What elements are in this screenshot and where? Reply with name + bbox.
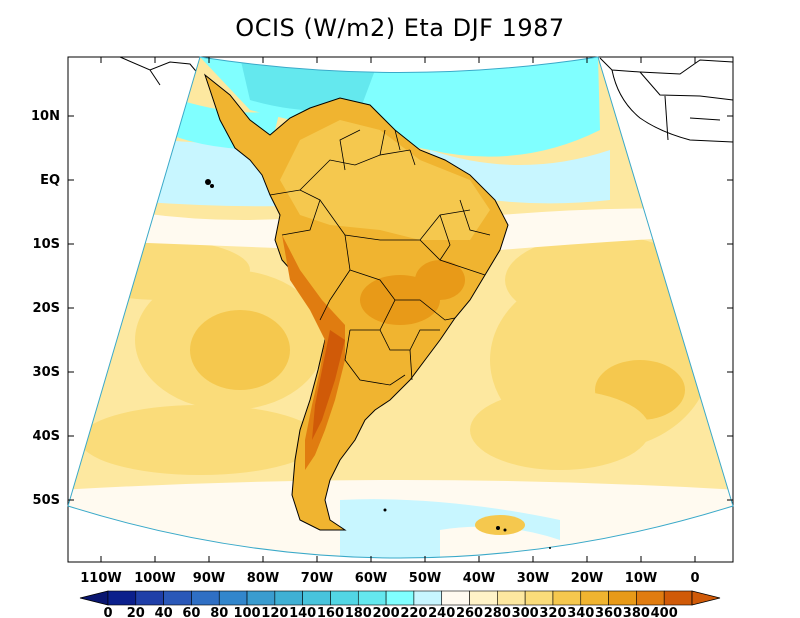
colorbar-label-18: 360 — [595, 606, 622, 618]
colorbar-label-2: 40 — [155, 606, 173, 618]
colorbar-label-3: 60 — [182, 606, 200, 618]
lon-label-7: 40W — [463, 571, 495, 586]
colorbar-label-7: 140 — [289, 606, 316, 618]
colorbar-label-11: 220 — [400, 606, 427, 618]
colorbar-bin-13 — [469, 590, 498, 606]
colorbar-bin-8 — [330, 590, 359, 606]
colorbar-bin-9 — [357, 590, 387, 606]
colorbar-label-14: 280 — [484, 606, 511, 618]
colorbar-bin-17 — [580, 590, 609, 606]
colorbar-bin-15 — [524, 590, 554, 606]
colorbar-label-9: 180 — [345, 606, 372, 618]
colorbar-low-arrow — [79, 590, 109, 606]
colorbar-bin-20 — [663, 590, 693, 606]
lat-label-4: 30S — [33, 365, 60, 380]
lon-label-8: 30W — [517, 571, 549, 586]
lon-label-0: 110W — [80, 571, 121, 586]
lat-label-5: 40S — [33, 429, 60, 444]
colorbar-bin-19 — [636, 590, 665, 606]
south-america-land — [203, 73, 509, 531]
colorbar-label-19: 380 — [623, 606, 650, 618]
lon-label-11: 0 — [690, 571, 699, 586]
colorbar-bin-12 — [441, 590, 470, 606]
lat-label-1: EQ — [40, 173, 60, 188]
colorbar-label-4: 80 — [210, 606, 228, 618]
colorbar-bin-2 — [163, 590, 192, 606]
lon-label-2: 90W — [193, 571, 225, 586]
lat-label-6: 50S — [33, 493, 60, 508]
colorbar-high-arrow — [691, 590, 721, 606]
colorbar-label-10: 200 — [373, 606, 400, 618]
colorbar-label-6: 120 — [261, 606, 288, 618]
longitude-axis: 110W 100W 90W 80W 70W 60W 50W 40W 30W 20W 10W 0 — [80, 57, 700, 586]
latitude-axis: 10N EQ 10S 20S 30S 40S 50S — [31, 109, 733, 508]
colorbar-bin-10 — [385, 590, 415, 606]
lat-label-0: 10N — [31, 109, 60, 124]
lon-label-3: 80W — [247, 571, 279, 586]
country-borders — [269, 129, 491, 386]
colorbar-label-1: 20 — [127, 606, 145, 618]
colorbar: 0 20 40 60 80 100 120 140 160 180 200 220 240 260 280 3… — [79, 590, 721, 618]
lat-label-2: 10S — [33, 237, 60, 252]
colorbar-bin-6 — [274, 590, 303, 606]
colorbar-bin-0 — [107, 590, 137, 606]
colorbar-label-20: 400 — [651, 606, 678, 618]
colorbar-bin-3 — [191, 590, 220, 606]
islands — [205, 179, 551, 549]
lon-label-4: 70W — [301, 571, 333, 586]
colorbar-bin-11 — [413, 590, 443, 606]
lon-label-9: 20W — [571, 571, 603, 586]
domain-outline — [67, 56, 734, 559]
colorbar-label-16: 320 — [539, 606, 566, 618]
colorbar-label-0: 0 — [103, 606, 112, 618]
colorbar-label-5: 100 — [233, 606, 260, 618]
colorbar-bin-18 — [608, 590, 637, 606]
colorbar-label-8: 160 — [317, 606, 344, 618]
colorbar-bin-4 — [218, 590, 248, 606]
colorbar-bin-14 — [497, 590, 526, 606]
colorbar-label-15: 300 — [512, 606, 539, 618]
colorbar-label-12: 240 — [428, 606, 455, 618]
colorbar-bin-1 — [135, 590, 164, 606]
colorbar-label-13: 260 — [456, 606, 483, 618]
lon-label-6: 50W — [409, 571, 441, 586]
colorbar-bin-7 — [302, 590, 331, 606]
colorbar-bin-16 — [552, 590, 582, 606]
lon-label-1: 100W — [134, 571, 175, 586]
colorbar-bin-5 — [246, 590, 276, 606]
lon-label-10: 10W — [625, 571, 657, 586]
map-title: OCIS (W/m2) Eta DJF 1987 — [235, 14, 565, 42]
lon-label-5: 60W — [355, 571, 387, 586]
lat-label-3: 20S — [33, 301, 60, 316]
colorbar-label-17: 340 — [567, 606, 594, 618]
